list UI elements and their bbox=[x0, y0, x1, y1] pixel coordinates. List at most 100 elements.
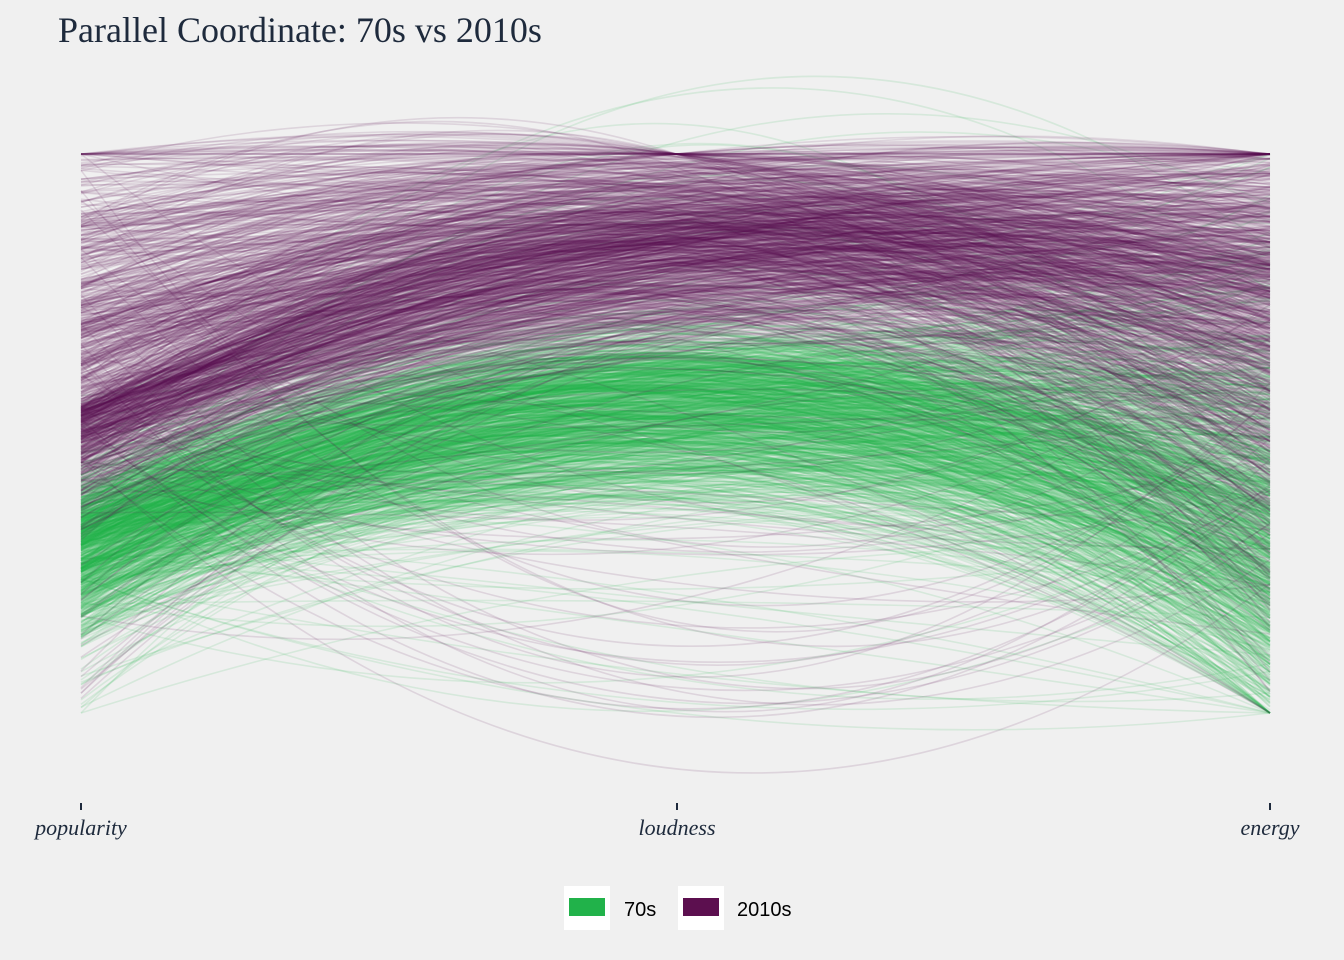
series-line bbox=[80, 372, 1271, 574]
series-line bbox=[80, 255, 1271, 554]
series-line bbox=[80, 246, 1271, 505]
series-line bbox=[80, 179, 1271, 579]
series-line bbox=[80, 222, 1271, 405]
series-line bbox=[80, 228, 1271, 466]
series-line bbox=[80, 226, 1271, 270]
series-line bbox=[80, 387, 1271, 514]
series-line bbox=[80, 218, 1271, 499]
series-line bbox=[80, 174, 1271, 410]
series-line bbox=[80, 495, 1271, 580]
series-line bbox=[80, 352, 1271, 495]
series-line bbox=[80, 279, 1271, 484]
series-line bbox=[80, 339, 1271, 533]
series-line bbox=[80, 474, 1271, 701]
series-line bbox=[80, 233, 1271, 361]
series-line bbox=[80, 359, 1271, 545]
series-line bbox=[80, 273, 1271, 471]
series-line bbox=[80, 323, 1271, 706]
series-line bbox=[80, 181, 1271, 393]
series-line bbox=[80, 439, 1271, 563]
series-line bbox=[80, 400, 1271, 600]
series-line bbox=[80, 366, 1271, 484]
series-line bbox=[80, 396, 1271, 635]
series-line bbox=[80, 133, 1271, 316]
series-line bbox=[80, 201, 1271, 418]
series-line bbox=[80, 279, 1271, 408]
series-line bbox=[80, 164, 1271, 321]
series-line bbox=[80, 362, 1271, 542]
series-line bbox=[80, 157, 1271, 362]
series-line bbox=[80, 188, 1271, 426]
series-line bbox=[80, 381, 1271, 537]
series-line bbox=[80, 231, 1271, 361]
series-line bbox=[80, 344, 1271, 542]
series-line bbox=[80, 276, 1271, 440]
series-line bbox=[80, 143, 1271, 276]
series-line bbox=[80, 235, 1271, 441]
series-line bbox=[80, 282, 1271, 559]
series-line bbox=[80, 393, 1271, 611]
series-line bbox=[80, 479, 1271, 626]
series-line bbox=[80, 414, 1271, 714]
series-line bbox=[80, 292, 1271, 589]
series-line bbox=[80, 129, 1271, 573]
series-line bbox=[80, 313, 1271, 416]
series-line bbox=[80, 249, 1271, 461]
series-line bbox=[80, 462, 1271, 632]
series-line bbox=[80, 237, 1271, 437]
series-line bbox=[80, 335, 1271, 551]
series-line bbox=[80, 403, 1271, 570]
series-line bbox=[80, 215, 1271, 400]
series-line bbox=[80, 417, 1271, 573]
series-line bbox=[80, 226, 1271, 392]
series-line bbox=[80, 211, 1271, 571]
series-line bbox=[80, 221, 1271, 306]
series-line bbox=[80, 327, 1271, 535]
series-line bbox=[80, 373, 1271, 543]
series-line bbox=[80, 214, 1271, 439]
series-line bbox=[80, 408, 1271, 631]
series-line bbox=[80, 322, 1271, 505]
series-line bbox=[80, 214, 1271, 480]
series-line bbox=[80, 221, 1271, 332]
series-line bbox=[80, 153, 1271, 227]
series-line bbox=[80, 317, 1271, 672]
series-line bbox=[80, 284, 1271, 423]
series-line bbox=[80, 241, 1271, 371]
series-line bbox=[80, 331, 1271, 515]
series-line bbox=[80, 225, 1271, 398]
series-line bbox=[80, 146, 1271, 237]
series-line bbox=[80, 360, 1271, 509]
series-line bbox=[80, 346, 1271, 600]
series-line bbox=[80, 383, 1271, 530]
series-line bbox=[80, 248, 1271, 432]
series-line bbox=[80, 211, 1271, 399]
series-line bbox=[80, 258, 1271, 512]
series-line bbox=[80, 203, 1271, 350]
series-line bbox=[80, 165, 1271, 256]
series-line bbox=[80, 158, 1271, 470]
series-line bbox=[80, 384, 1271, 560]
series-line bbox=[80, 261, 1271, 428]
series-line bbox=[80, 384, 1271, 629]
series-line bbox=[80, 262, 1271, 443]
series-line bbox=[80, 288, 1271, 572]
series-line bbox=[80, 190, 1271, 648]
series-line bbox=[80, 191, 1271, 386]
series-line bbox=[80, 396, 1271, 546]
series-line bbox=[80, 342, 1271, 635]
series-line bbox=[80, 405, 1271, 546]
series-line bbox=[80, 226, 1271, 421]
series-line bbox=[80, 157, 1271, 259]
series-line bbox=[80, 383, 1271, 631]
series-line bbox=[80, 387, 1271, 586]
series-line bbox=[80, 351, 1271, 540]
series-line bbox=[80, 440, 1271, 589]
series-line bbox=[80, 449, 1271, 601]
series-line bbox=[80, 208, 1271, 406]
series-line bbox=[80, 158, 1271, 258]
series-line bbox=[80, 344, 1271, 505]
series-line bbox=[80, 401, 1271, 685]
series-line bbox=[80, 339, 1271, 565]
series-line bbox=[80, 414, 1271, 521]
